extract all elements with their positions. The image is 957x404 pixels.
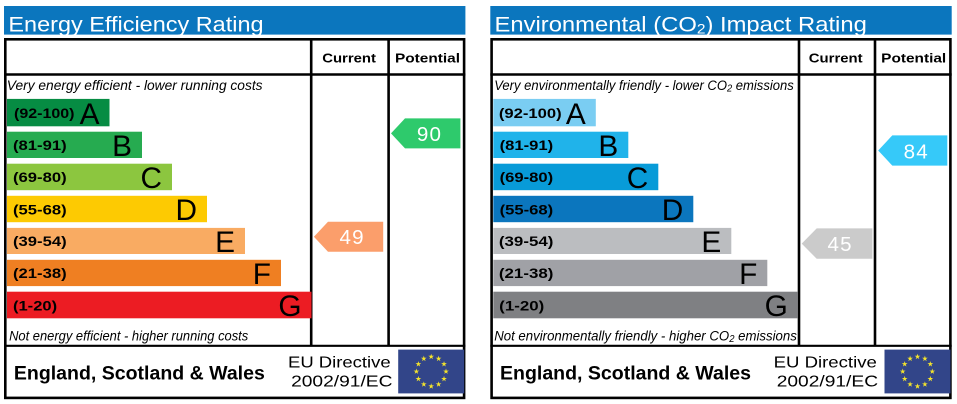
svg-text:90: 90	[417, 123, 442, 146]
svg-text:2002/91/EC: 2002/91/EC	[291, 372, 392, 390]
svg-text:G: G	[765, 290, 788, 323]
svg-text:F: F	[739, 258, 757, 291]
svg-text:C: C	[140, 162, 162, 195]
svg-text:(92-100): (92-100)	[499, 106, 562, 121]
svg-text:45: 45	[828, 233, 853, 256]
svg-text:C: C	[627, 162, 649, 195]
svg-text:(39-54): (39-54)	[499, 235, 553, 250]
svg-text:(69-80): (69-80)	[500, 171, 554, 186]
svg-text:(55-68): (55-68)	[13, 203, 67, 218]
svg-text:(55-68): (55-68)	[500, 203, 554, 218]
svg-text:D: D	[175, 194, 197, 227]
svg-text:F: F	[253, 258, 271, 291]
svg-text:(81-91): (81-91)	[500, 138, 554, 153]
svg-text:Very energy efficient - lower: Very energy efficient - lower running co…	[7, 77, 263, 93]
svg-text:2002/91/EC: 2002/91/EC	[777, 372, 878, 390]
svg-text:E: E	[701, 226, 721, 259]
svg-text:(69-80): (69-80)	[13, 171, 67, 186]
svg-text:E: E	[215, 226, 235, 259]
svg-text:Current: Current	[322, 51, 376, 66]
svg-text:Not energy efficient - higher: Not energy efficient - higher running co…	[9, 328, 248, 344]
svg-text:(1-20): (1-20)	[13, 299, 57, 314]
svg-text:(81-91): (81-91)	[13, 138, 67, 153]
svg-text:Current: Current	[809, 51, 863, 66]
svg-text:(21-38): (21-38)	[499, 267, 553, 282]
svg-text:Environmental (CO2) Impact Rat: Environmental (CO2) Impact Rating	[494, 12, 866, 38]
svg-text:G: G	[278, 290, 301, 323]
svg-text:England, Scotland & Wales: England, Scotland & Wales	[14, 363, 265, 385]
svg-text:B: B	[112, 130, 132, 163]
svg-text:84: 84	[904, 140, 929, 163]
svg-text:B: B	[598, 130, 618, 163]
svg-text:(92-100): (92-100)	[14, 106, 75, 122]
svg-text:EU Directive: EU Directive	[288, 354, 391, 371]
svg-text:(1-20): (1-20)	[499, 299, 544, 314]
svg-text:Not environmentally friendly -: Not environmentally friendly - higher CO…	[494, 328, 797, 345]
svg-text:Potential: Potential	[881, 52, 946, 67]
svg-text:Very environmentally friendly: Very environmentally friendly - lower CO…	[494, 78, 794, 95]
svg-text:England, Scotland & Wales: England, Scotland & Wales	[500, 363, 751, 385]
svg-text:Energy Efficiency Rating: Energy Efficiency Rating	[8, 13, 263, 37]
svg-text:D: D	[662, 194, 684, 227]
svg-text:A: A	[80, 98, 100, 131]
svg-text:Potential: Potential	[395, 52, 460, 67]
svg-text:(21-38): (21-38)	[13, 267, 67, 282]
svg-text:A: A	[566, 98, 586, 131]
svg-text:(39-54): (39-54)	[13, 235, 67, 250]
svg-text:49: 49	[340, 226, 365, 249]
svg-text:EU Directive: EU Directive	[774, 354, 877, 371]
